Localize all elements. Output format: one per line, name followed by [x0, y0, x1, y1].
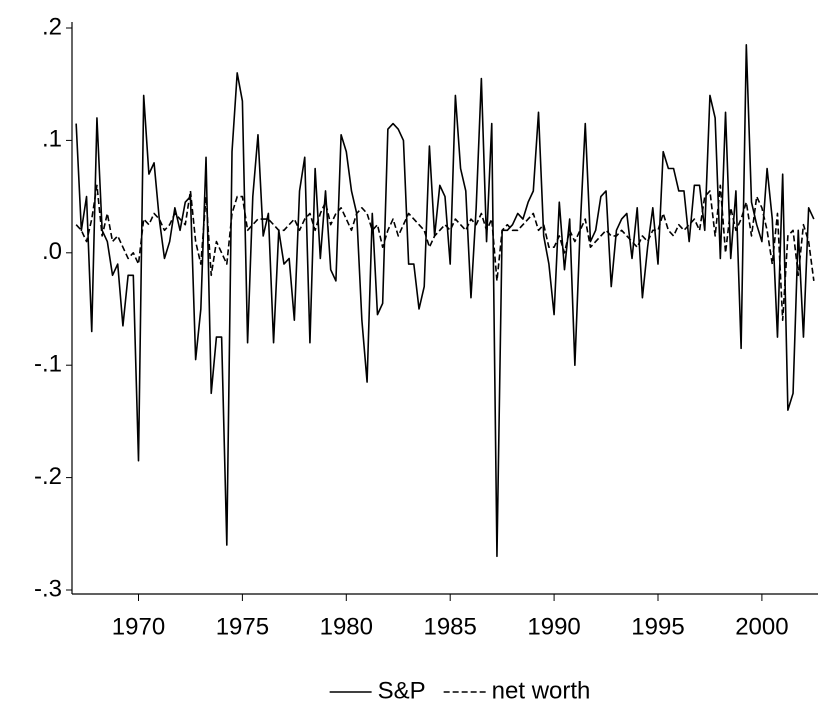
y-tick-label: -.3: [34, 575, 62, 602]
y-tick-label: .0: [42, 238, 62, 265]
x-tick-label: 1970: [112, 613, 165, 640]
legend-label: S&P: [378, 677, 426, 704]
x-tick-label: 1975: [216, 613, 269, 640]
x-tick-label: 2000: [735, 613, 788, 640]
x-tick-label: 1995: [631, 613, 684, 640]
x-tick-label: 1980: [320, 613, 373, 640]
legend-label: net worth: [492, 677, 591, 704]
y-tick-label: .2: [42, 13, 62, 40]
x-tick-label: 1985: [423, 613, 476, 640]
y-tick-label: -.1: [34, 351, 62, 378]
series-line: [75, 184, 815, 322]
x-tick-label: 1990: [527, 613, 580, 640]
y-tick-label: .1: [42, 126, 62, 153]
series-line: [75, 44, 815, 558]
y-tick-label: -.2: [34, 463, 62, 490]
